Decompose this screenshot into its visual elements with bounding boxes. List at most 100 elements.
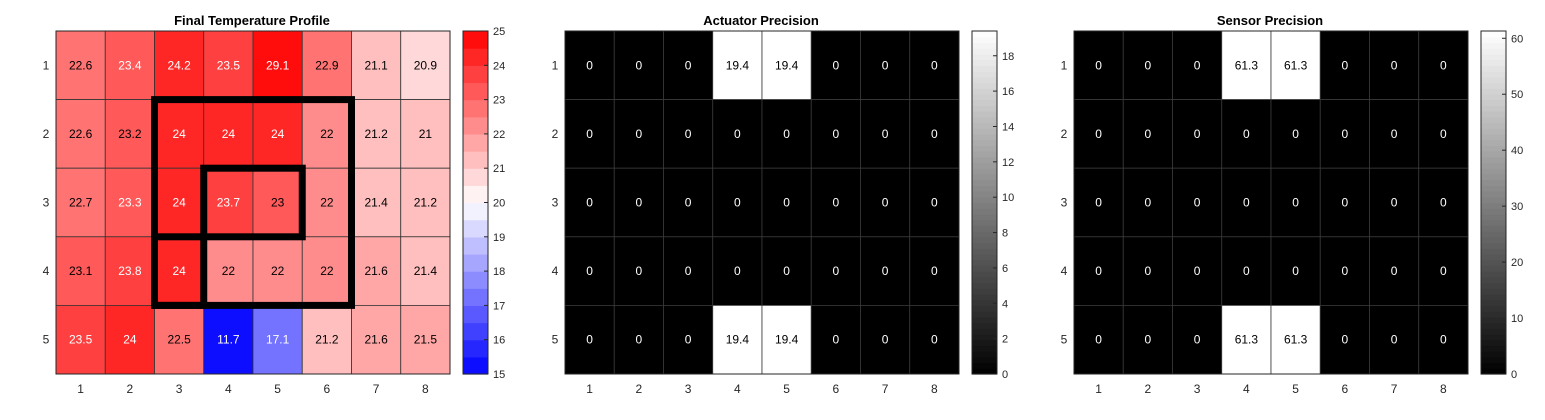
heatmap-cell	[1418, 99, 1469, 169]
heatmap-cell	[203, 167, 254, 238]
cell-value-label: 0	[1391, 196, 1398, 210]
cell-value-label: 23.2	[118, 127, 142, 141]
colorbar-segment	[972, 339, 997, 347]
colorbar-segment	[1481, 345, 1506, 352]
colorbar-segment	[1481, 42, 1506, 49]
overlay-region-outline	[200, 164, 306, 241]
cell-value-label: 0	[1194, 333, 1201, 347]
x-tick-label: 6	[833, 382, 840, 396]
colorbar-segment	[1481, 48, 1506, 55]
heatmap-cell	[860, 99, 911, 169]
colorbar-tick-label: 0	[1511, 369, 1517, 381]
colorbar-tick-label: 8	[1002, 228, 1008, 240]
cell-value-label: 0	[685, 58, 692, 72]
colorbar-segment	[972, 88, 997, 95]
cell-value-label: 0	[685, 333, 692, 347]
colorbar-segment	[1481, 105, 1506, 112]
y-tick-label: 1	[43, 58, 50, 72]
heatmap-cell	[1172, 236, 1223, 306]
heatmap-cell	[252, 236, 303, 306]
y-tick-label: 4	[1061, 264, 1068, 278]
colorbar-tick-label: 20	[493, 198, 505, 210]
heatmap-cell	[400, 304, 451, 375]
colorbar-segment	[1481, 356, 1506, 364]
cell-value-label: 23.5	[69, 333, 93, 347]
cell-value-label: 61.3	[1284, 333, 1308, 347]
colorbar-segment	[1481, 133, 1506, 141]
colorbar-segment	[972, 293, 997, 301]
x-tick-label: 6	[324, 382, 331, 396]
cell-value-label: 0	[931, 127, 938, 141]
cell-value-label: 0	[1440, 58, 1447, 72]
cell-value-label: 0	[1342, 127, 1349, 141]
y-tick-label: 2	[552, 127, 559, 141]
colorbar-segment	[1481, 179, 1506, 186]
colorbar-segment	[972, 213, 997, 221]
colorbar-segment	[1481, 31, 1506, 38]
colorbar-tick-label: 30	[1511, 201, 1523, 213]
plot-frame	[1073, 30, 1469, 375]
heatmap-cell	[1221, 236, 1272, 306]
colorbar-segment	[972, 311, 997, 318]
colorbar-segment	[463, 253, 488, 272]
colorbar-segment	[972, 156, 997, 164]
cell-value-label: 24	[172, 127, 186, 141]
colorbar-segment	[972, 196, 997, 204]
colorbar-tick-label: 18	[1002, 51, 1014, 63]
colorbar-frame	[1480, 30, 1507, 375]
colorbar-segment	[1481, 259, 1506, 266]
colorbar-segment	[463, 99, 488, 118]
colorbar-tick-label: 10	[1511, 313, 1523, 325]
colorbar-segment	[1481, 305, 1506, 312]
heatmap-cell	[400, 30, 451, 100]
colorbar-segment	[972, 128, 997, 135]
overlay-region-outline	[151, 233, 208, 309]
cell-value-label: 0	[685, 196, 692, 210]
colorbar-segment	[972, 282, 997, 289]
temperature-heatmap-panel: Final Temperature Profile 22.6 23.4 24.2 23…	[43, 13, 506, 396]
colorbar-segment	[972, 179, 997, 186]
cell-value-label: 21.6	[364, 333, 388, 347]
colorbar-segment	[972, 99, 997, 106]
cell-value-label: 0	[1095, 333, 1102, 347]
colorbar-segment	[972, 305, 997, 312]
sensor-heatmap-panel: Sensor Precision 0 0 0 61.3 61.3 0 0 0 0 0 0 0 0 0 0 0 0…	[1061, 13, 1524, 396]
heatmap-cell	[909, 30, 960, 100]
heatmap-cell	[1221, 167, 1272, 238]
colorbar-segment	[1481, 316, 1506, 324]
heatmap-cell	[564, 304, 615, 375]
heatmap-cell	[1369, 167, 1420, 238]
colorbar-segment	[1481, 253, 1506, 261]
colorbar-segment	[972, 122, 997, 129]
colorbar-tick-label: 23	[493, 95, 505, 107]
cell-value-label: 0	[1391, 333, 1398, 347]
heatmap-cell	[55, 236, 106, 306]
heatmap-cell	[663, 30, 714, 100]
colorbar-segment	[1481, 339, 1506, 347]
colorbar-tick-label: 20	[1511, 257, 1523, 269]
x-tick-label: 4	[225, 382, 232, 396]
heatmap-cell	[55, 30, 106, 100]
colorbar-segment	[1481, 185, 1506, 192]
colorbar-segment	[463, 116, 488, 135]
colorbar-tick-label: 24	[493, 60, 505, 72]
colorbar-segment	[972, 76, 997, 84]
cell-value-label: 0	[833, 333, 840, 347]
colorbar-segment	[1481, 111, 1506, 118]
colorbar-segment	[972, 185, 997, 192]
colorbar-segment	[463, 168, 488, 186]
heatmap-cell	[1122, 99, 1173, 169]
cell-value-label: 0	[1243, 196, 1250, 210]
heatmap-cell	[663, 167, 714, 238]
heatmap-cell	[1270, 99, 1321, 169]
cell-value-label: 0	[1145, 333, 1152, 347]
colorbar-segment	[463, 322, 488, 341]
cell-value-label: 0	[1145, 58, 1152, 72]
cell-value-label: 21.4	[364, 196, 388, 210]
colorbar-segment	[972, 368, 997, 375]
cell-value-label: 23	[271, 196, 285, 210]
colorbar-segment	[463, 356, 488, 375]
heatmap-cell	[761, 236, 812, 306]
colorbar-segment	[972, 288, 997, 295]
cell-value-label: 22	[271, 264, 285, 278]
